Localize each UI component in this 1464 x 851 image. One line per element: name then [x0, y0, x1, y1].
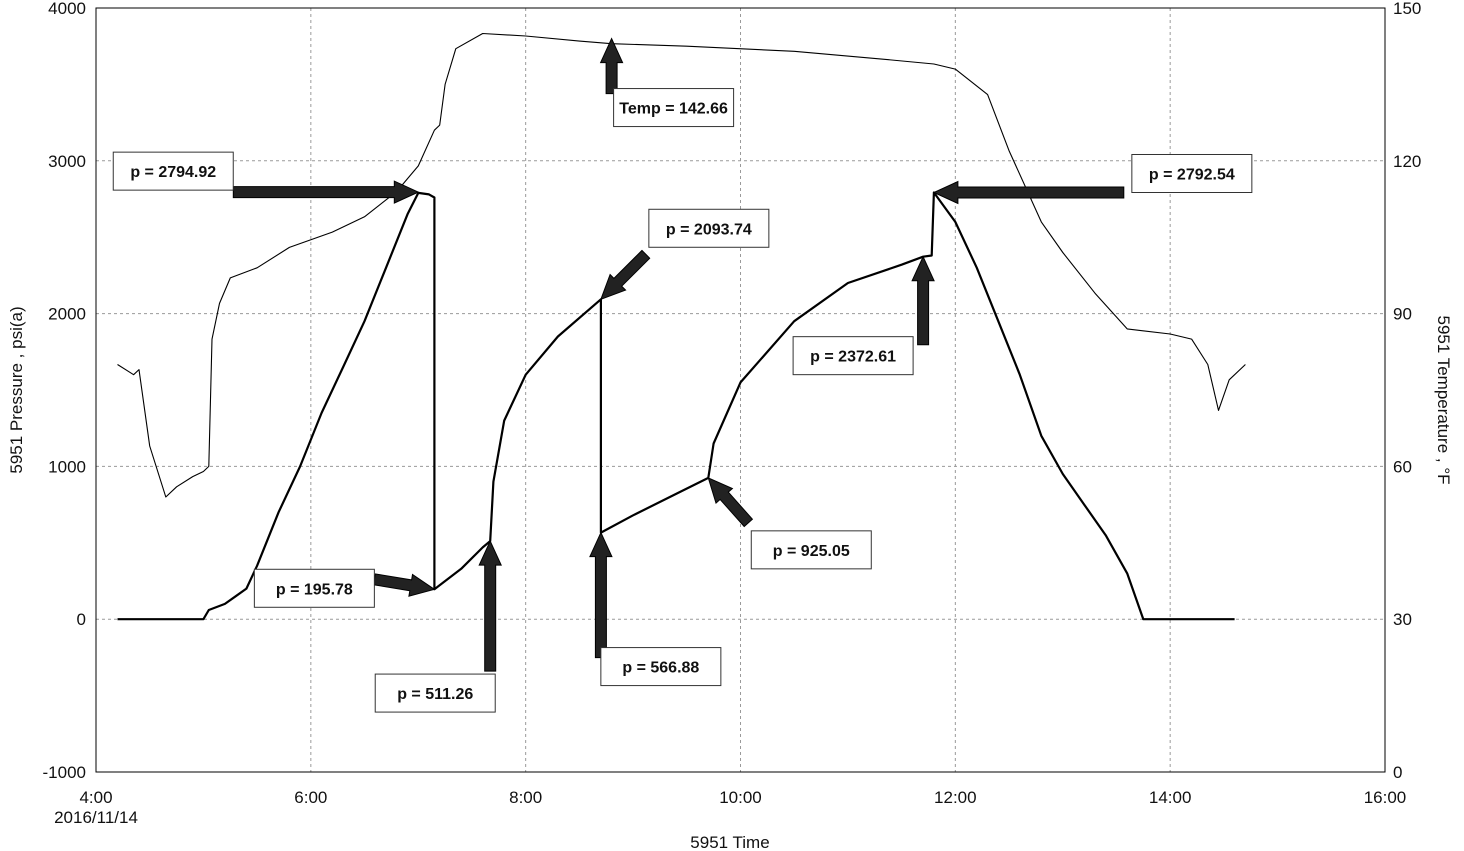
annotation-box	[1131, 153, 1253, 193]
x-tick-label: 6:00	[294, 788, 327, 807]
plot-frame	[95, 7, 1386, 773]
y2-tick-label: 90	[1393, 305, 1412, 324]
pressure-series-line	[117, 191, 1235, 621]
y-axis-title: 5951 Pressure , psi(a)	[7, 306, 26, 473]
annotation-arrow	[599, 37, 624, 95]
y-tick-label: 1000	[48, 457, 86, 476]
y-tick-label: 3000	[48, 152, 86, 171]
annotation-label: Temp = 142.66	[619, 101, 728, 118]
x-tick-label: 14:00	[1149, 788, 1192, 807]
annotation-arrow	[911, 255, 935, 346]
annotation-box	[112, 151, 234, 191]
y2-tick-label: 120	[1393, 152, 1421, 171]
x-tick-label: 4:00	[79, 788, 112, 807]
grid	[96, 8, 1385, 772]
y2-axis-title: 5951 Temperature , °F	[1434, 315, 1453, 484]
annotation-box	[750, 530, 872, 570]
annotation-box	[613, 88, 735, 128]
x-tick-date: 2016/11/14	[54, 808, 138, 827]
annotation-arrow	[589, 531, 613, 659]
annotation-arrow	[600, 249, 651, 301]
annotation-label: p = 195.78	[276, 581, 353, 598]
y-tick-label: 0	[77, 610, 86, 629]
y2-tick-label: 30	[1393, 610, 1412, 629]
annotation-label: p = 566.88	[622, 660, 699, 677]
annotation-box	[600, 647, 722, 687]
x-axis-title: 5951 Time	[690, 833, 769, 851]
annotation-label: p = 2372.61	[810, 349, 896, 366]
annotation-arrow	[372, 573, 436, 597]
series-layer	[117, 32, 1246, 621]
annotation-label: p = 2794.92	[130, 164, 216, 181]
annotation-label: p = 511.26	[397, 686, 473, 703]
annotation-arrow	[478, 539, 502, 672]
y-tick-label: 2000	[48, 305, 86, 324]
annotation-arrow	[932, 180, 1125, 205]
annotation-box	[792, 336, 914, 376]
annotation-box	[648, 208, 770, 248]
annotation-label: p = 2792.54	[1149, 166, 1235, 183]
x-tick-label: 12:00	[934, 788, 977, 807]
tick-labels: 4:00 6:00 8:00 10:00 12:00 14:00 16:00 2016/11/…	[43, 0, 1422, 827]
annotation-label: p = 2093.74	[666, 221, 752, 238]
x-tick-label: 8:00	[509, 788, 542, 807]
y2-tick-label: 60	[1393, 457, 1412, 476]
x-tick-label: 10:00	[719, 788, 762, 807]
annotations: Temp = 142.66 p = 2794.92 p = 2792.54 p = 2…	[112, 37, 1253, 713]
x-tick-label: 16:00	[1364, 788, 1407, 807]
annotation-box	[253, 568, 375, 608]
annotation-arrow	[707, 477, 754, 528]
y-tick-label: 4000	[48, 0, 86, 18]
y2-tick-label: 150	[1393, 0, 1421, 18]
temperature-series-line	[117, 32, 1246, 498]
annotation-box	[374, 673, 496, 713]
y2-tick-label: 0	[1393, 763, 1402, 782]
annotation-label: p = 925.05	[773, 543, 850, 560]
annotation-arrow	[232, 180, 420, 204]
y-tick-label: -1000	[43, 763, 86, 782]
